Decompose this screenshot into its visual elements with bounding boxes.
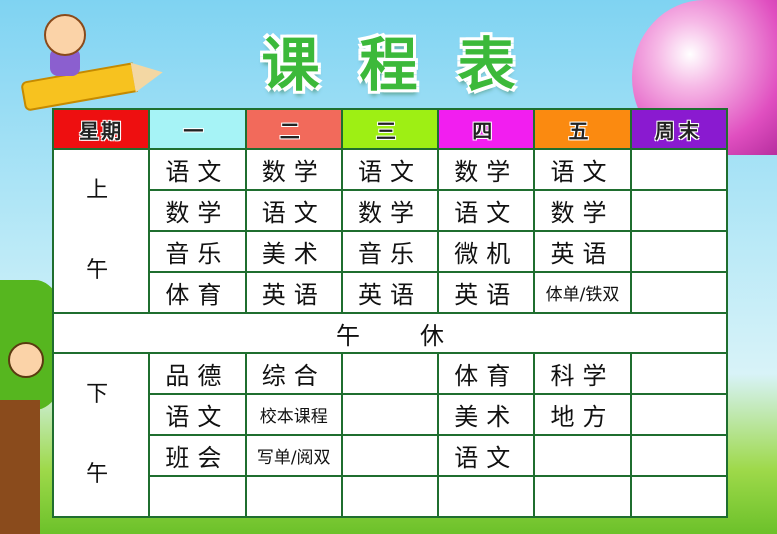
subject-cell: 数学 (533, 189, 632, 232)
subject-cell: 语文 (340, 148, 440, 191)
subject-cell (629, 148, 729, 191)
subject-cell (629, 271, 729, 314)
subject-cell: 英语 (244, 271, 343, 314)
subject-cell (340, 352, 440, 395)
subject-cell: 数学 (437, 148, 536, 191)
subject-cell (244, 475, 343, 518)
subject-cell: 数学 (340, 189, 440, 232)
subject-cell: 语文 (148, 148, 247, 191)
subject-cell: 体育 (437, 352, 536, 395)
header-day: 四 (437, 108, 536, 150)
subject-cell: 品德 (148, 352, 247, 395)
afternoon-period-label: 下午 (51, 352, 151, 518)
schedule-table: 星期 一 二 三 四 五 周末 上午语文 数学 语文 数学 语文 数学 语文 数学 语文 数学 音乐… (51, 108, 729, 518)
noon-break-cell: 午休 (52, 312, 728, 354)
subject-cell: 体单/铁双 (533, 271, 632, 314)
subject-cell (533, 434, 632, 477)
header-day: 周末 (629, 108, 729, 150)
subject-cell: 英语 (437, 271, 536, 314)
period-label-top: 上 (86, 178, 117, 203)
header-day: 三 (340, 108, 440, 150)
tree-trunk-decoration (0, 400, 40, 534)
table-row: 下午品德 综合 体育 科学 (51, 352, 729, 518)
table-row: 语文 校本课程 美术 地方 (53, 393, 729, 436)
subject-cell: 体育 (148, 271, 247, 314)
subject-cell: 数学 (244, 148, 343, 191)
subject-cell: 英语 (533, 230, 632, 273)
subject-cell (340, 434, 440, 477)
table-row (53, 475, 729, 518)
page-title: 课程表 (261, 31, 556, 99)
subject-cell (629, 189, 729, 232)
subject-cell: 音乐 (148, 230, 247, 273)
period-label-top: 下 (86, 382, 117, 407)
period-label-bottom: 午 (86, 258, 117, 283)
subject-cell (629, 434, 729, 477)
subject-cell: 地方 (533, 393, 632, 436)
header-row: 星期 一 二 三 四 五 周末 (51, 108, 729, 150)
subject-cell (629, 475, 729, 518)
subject-cell (340, 475, 440, 518)
reading-kid-decoration (8, 342, 44, 378)
noon-break-row: 午休 (52, 312, 728, 354)
subject-cell: 美术 (244, 230, 343, 273)
subject-cell (340, 393, 440, 436)
subject-cell: 科学 (533, 352, 632, 395)
subject-cell: 班会 (148, 434, 247, 477)
subject-cell: 写单/阅双 (244, 434, 343, 477)
subject-cell: 语文 (533, 148, 632, 191)
subject-cell (148, 475, 247, 518)
noon-left: 午 (336, 321, 420, 350)
table-row: 体育 英语 英语 英语 体单/铁双 (53, 271, 729, 314)
subject-cell (629, 230, 729, 273)
table-row: 数学 语文 数学 语文 数学 (53, 189, 729, 232)
subject-cell (533, 475, 632, 518)
period-label-bottom: 午 (86, 462, 117, 487)
header-day: 二 (244, 108, 343, 150)
subject-cell: 语文 (437, 189, 536, 232)
header-week-label: 星期 (51, 108, 151, 150)
subject-cell: 校本课程 (244, 393, 343, 436)
subject-cell: 数学 (148, 189, 247, 232)
subject-cell: 微机 (437, 230, 536, 273)
subject-cell (629, 352, 729, 395)
header-day: 一 (148, 108, 247, 150)
subject-cell: 语文 (244, 189, 343, 232)
subject-cell: 语文 (437, 434, 536, 477)
table-row: 音乐 美术 音乐 微机 英语 (53, 230, 729, 273)
table-row: 上午语文 数学 语文 数学 语文 (51, 148, 729, 314)
subject-cell: 音乐 (340, 230, 440, 273)
subject-cell: 美术 (437, 393, 536, 436)
table-row: 班会 写单/阅双 语文 (53, 434, 729, 477)
morning-period-label: 上午 (51, 148, 151, 314)
subject-cell: 英语 (340, 271, 440, 314)
subject-cell (629, 393, 729, 436)
cartoon-kid-decoration (44, 14, 86, 56)
subject-cell (437, 475, 536, 518)
subject-cell: 语文 (148, 393, 247, 436)
header-day: 五 (533, 108, 632, 150)
subject-cell: 综合 (244, 352, 343, 395)
noon-right: 休 (420, 321, 504, 350)
